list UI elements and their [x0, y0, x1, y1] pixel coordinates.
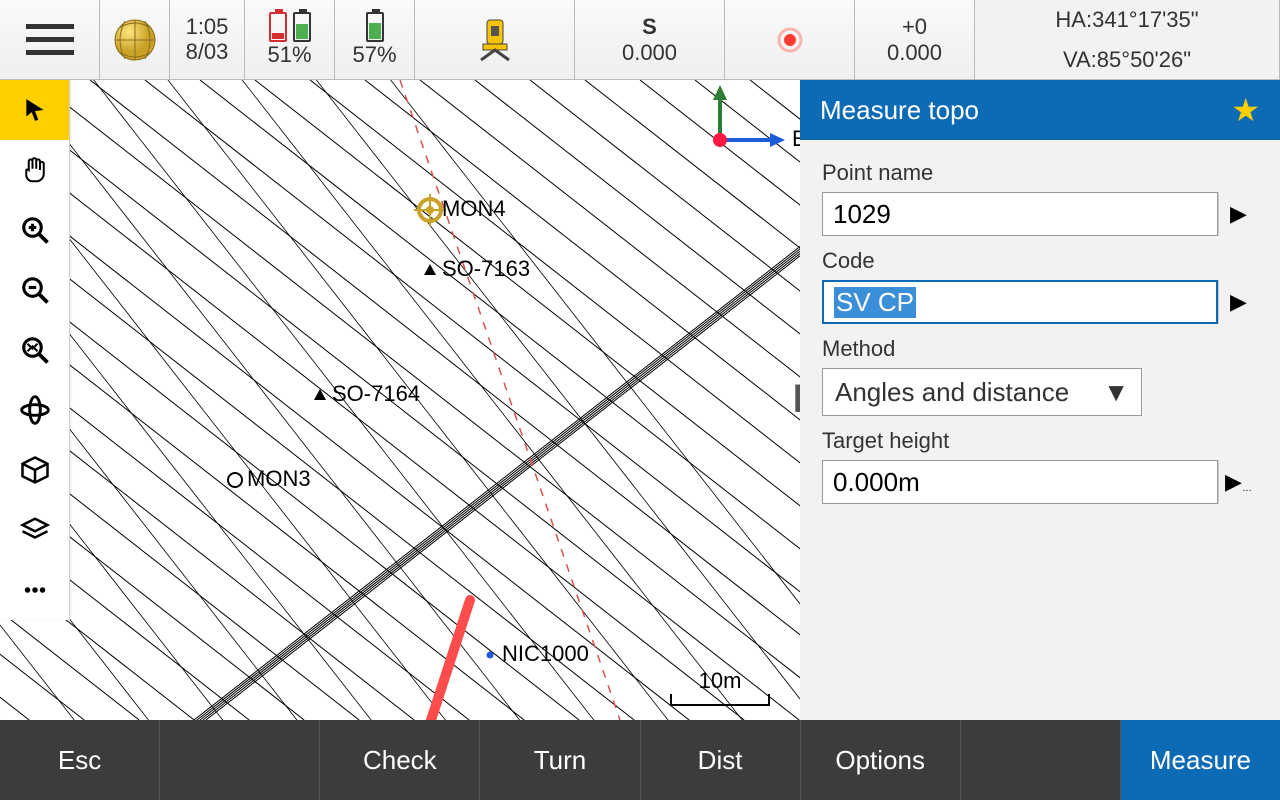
code-label: Code — [822, 248, 1258, 274]
measure-key[interactable]: Measure — [1121, 720, 1280, 800]
svg-text:E: E — [792, 126, 800, 151]
method-select[interactable]: Angles and distance ▼ — [822, 368, 1142, 416]
point-name-picker[interactable]: ▶ — [1218, 192, 1258, 236]
select-tool[interactable] — [0, 80, 69, 140]
scale-label: 10m — [699, 668, 742, 694]
map-point[interactable]: SO-7164 — [314, 381, 420, 406]
panel-header: Measure topo ★ — [800, 80, 1280, 140]
panel-drag-handle[interactable]: ||| — [793, 380, 798, 414]
orbit-tool[interactable] — [0, 380, 69, 440]
pan-tool[interactable] — [0, 140, 69, 200]
svg-text:NIC1000: NIC1000 — [502, 641, 589, 666]
offset-label: +0 — [902, 14, 927, 40]
time-text: 1:05 — [186, 15, 229, 39]
map-canvas[interactable]: N E MON4SO-7163SO-7164MON3NIC1000GIN105G… — [0, 80, 800, 720]
layers-tool[interactable] — [0, 500, 69, 560]
method-value: Angles and distance — [835, 377, 1069, 408]
dist-key[interactable]: Dist — [641, 720, 801, 800]
softkey-bar: Esc CheckTurnDistOptions Measure — [0, 720, 1280, 800]
measure-panel: Measure topo ★ Point name ▶ Code SV CP ▶… — [800, 80, 1280, 720]
target-height-picker[interactable]: ▶… — [1218, 460, 1258, 504]
offset-readout: +0 0.000 — [855, 0, 975, 79]
zoom-in-tool[interactable] — [0, 200, 69, 260]
map-toolbar — [0, 80, 70, 620]
instrument-icon[interactable] — [415, 0, 575, 79]
menu-button[interactable] — [0, 0, 100, 79]
ha-text: HA:341°17'35" — [1055, 7, 1198, 33]
dist-mode: S — [642, 14, 657, 40]
panel-title: Measure topo — [820, 95, 979, 126]
esc-key[interactable]: Esc — [0, 720, 160, 800]
svg-text:MON4: MON4 — [442, 196, 506, 221]
va-text: VA:85°50'26" — [1063, 47, 1191, 73]
3d-tool[interactable] — [0, 440, 69, 500]
svg-text:MON3: MON3 — [247, 466, 311, 491]
options-key[interactable]: Options — [801, 720, 961, 800]
map-view[interactable]: N E MON4SO-7163SO-7164MON3NIC1000GIN105G… — [0, 80, 800, 720]
instrument-battery: 57% — [335, 0, 415, 79]
code-value: SV CP — [834, 287, 916, 318]
blank2-key[interactable] — [961, 720, 1121, 800]
laser-indicator[interactable] — [725, 0, 855, 79]
svg-text:SO-7164: SO-7164 — [332, 381, 420, 406]
angle-readout: HA:341°17'35" VA:85°50'26" — [975, 0, 1280, 79]
turn-key[interactable]: Turn — [480, 720, 640, 800]
svg-text:N: N — [712, 80, 728, 85]
world-icon[interactable] — [100, 0, 170, 79]
date-text: 8/03 — [186, 40, 229, 64]
svg-text:SO-7163: SO-7163 — [442, 256, 530, 281]
offset-value: 0.000 — [887, 40, 942, 66]
distance-readout: S 0.000 — [575, 0, 725, 79]
battery1-pct: 51% — [267, 42, 311, 68]
blank-key[interactable] — [160, 720, 320, 800]
more-tool[interactable] — [0, 560, 69, 620]
target-height-label: Target height — [822, 428, 1258, 454]
point-name-input[interactable] — [822, 192, 1218, 236]
chevron-down-icon: ▼ — [1103, 377, 1129, 408]
map-point[interactable]: SO-7163 — [424, 256, 530, 281]
code-input[interactable]: SV CP — [822, 280, 1218, 324]
favorite-icon[interactable]: ★ — [1231, 91, 1260, 129]
check-key[interactable]: Check — [320, 720, 480, 800]
clock: 1:05 8/03 — [170, 0, 245, 79]
scale-bar: 10m — [670, 668, 770, 706]
zoom-out-tool[interactable] — [0, 260, 69, 320]
status-bar: 1:05 8/03 51% 57% S 0.000 +0 0.000 HA:34… — [0, 0, 1280, 80]
controller-battery: 51% — [245, 0, 335, 79]
map-point[interactable]: NIC1000 — [487, 641, 589, 666]
map-point[interactable]: MON3 — [228, 466, 311, 491]
method-label: Method — [822, 336, 1258, 362]
battery2-pct: 57% — [352, 42, 396, 68]
zoom-extents-tool[interactable] — [0, 320, 69, 380]
map-point[interactable]: MON4 — [414, 194, 506, 226]
point-name-label: Point name — [822, 160, 1258, 186]
target-height-input[interactable] — [822, 460, 1218, 504]
code-picker[interactable]: ▶ — [1218, 280, 1258, 324]
dist-value: 0.000 — [622, 40, 677, 66]
